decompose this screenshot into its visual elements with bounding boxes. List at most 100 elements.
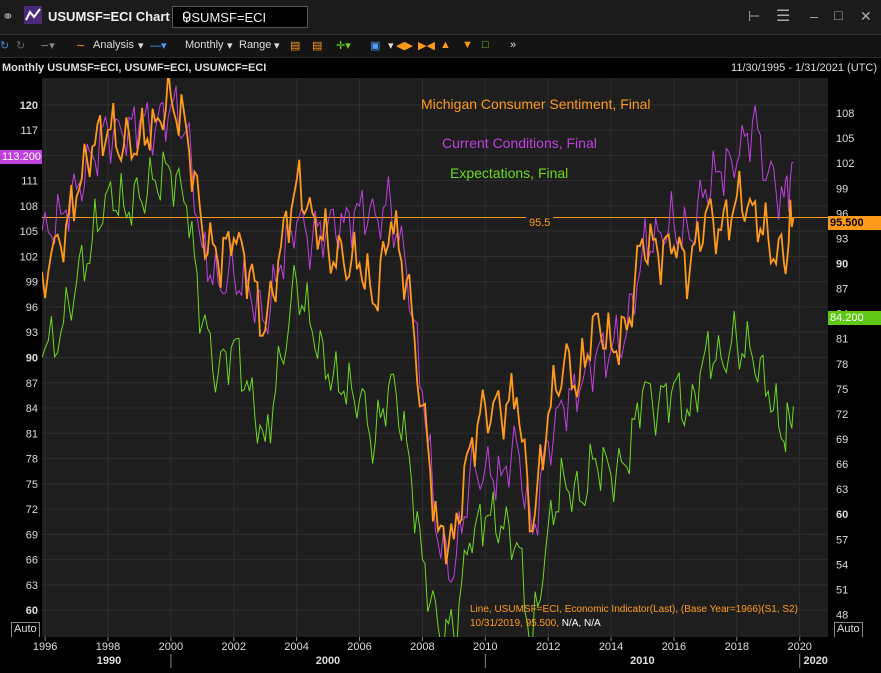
legend-sentiment: Michigan Consumer Sentiment, Final — [421, 96, 651, 112]
x-tick-label: 1996 — [33, 641, 57, 653]
right-tick-label: 54 — [836, 559, 848, 571]
info-line-1: Line, USUMSF=ECI, Economic Indicator(Las… — [470, 604, 798, 615]
legend-current: Current Conditions, Final — [442, 135, 597, 151]
right-tick-label: 57 — [836, 534, 848, 546]
left-y-axis: 1201171141111081051029996939087848178757… — [20, 100, 38, 617]
expectations-line — [41, 151, 794, 657]
x-tick-label: 2004 — [284, 641, 308, 653]
x-tick-label: 2008 — [410, 641, 434, 653]
x-decade-label: 2020 — [803, 655, 827, 667]
left-tick-label: 87 — [26, 378, 38, 390]
x-tick-label: 2006 — [347, 641, 371, 653]
right-y-axis: 1081051029996939087848178757269666360575… — [836, 108, 854, 621]
right-tick-label: 69 — [836, 434, 848, 446]
pan-right-icon[interactable]: ▶◀ — [418, 40, 435, 52]
compare-icon[interactable]: ▤ — [290, 40, 301, 52]
left-tick-label: 120 — [20, 100, 38, 112]
redo-icon[interactable]: ↻ — [16, 40, 26, 52]
right-tick-label: 87 — [836, 284, 848, 296]
chart-app-icon — [24, 6, 42, 27]
ric-search-input[interactable]: USUMSF=ECI ⚲ — [172, 6, 308, 28]
right-tick-label: 66 — [836, 459, 848, 471]
series-label: Monthly USUMSF=ECI, USUMF=ECI, USUMCF=EC… — [2, 62, 267, 74]
sentiment-last-badge: 95.500 — [828, 216, 881, 230]
right-tick-label: 78 — [836, 359, 848, 371]
left-auto-button[interactable]: Auto — [11, 622, 40, 638]
left-tick-label: 93 — [26, 327, 38, 339]
x-decade-label: 1990 — [97, 655, 121, 667]
left-tick-label: 90 — [26, 353, 38, 365]
line-type-icon[interactable]: —▾ — [150, 40, 167, 52]
more-icon[interactable]: » — [510, 39, 517, 51]
date-range: 11/30/1995 - 1/31/2021 (UTC) — [731, 62, 877, 74]
x-tick-label: 2010 — [473, 641, 497, 653]
overlay-icon[interactable]: ▤ — [312, 40, 323, 52]
select-zoom-icon[interactable]: □ — [482, 39, 489, 51]
zoom-vertical-icon[interactable]: ▲ — [440, 39, 451, 51]
x-tick-label: 2012 — [536, 641, 560, 653]
x-decade-label: 2010 — [630, 655, 654, 667]
left-tick-label: 84 — [26, 403, 38, 415]
pan-left-icon[interactable]: ◀▶ — [396, 40, 413, 52]
left-tick-label: 102 — [20, 251, 38, 263]
plot-area[interactable]: Michigan Consumer Sentiment, Final Curre… — [41, 71, 828, 657]
right-tick-label: 90 — [836, 258, 848, 270]
x-tick-label: 1998 — [96, 641, 120, 653]
right-tick-label: 81 — [836, 334, 848, 346]
x-tick-label: 2016 — [662, 641, 686, 653]
line-style-icon[interactable]: ∽▾ — [40, 40, 55, 52]
right-tick-label: 105 — [836, 133, 854, 145]
x-tick-label: 2018 — [725, 641, 749, 653]
expectations-last-badge: 84.200 — [828, 311, 881, 325]
left-tick-label: 99 — [26, 277, 38, 289]
right-auto-button[interactable]: Auto — [834, 622, 863, 638]
chevron-down-icon[interactable]: ▾ — [138, 40, 144, 52]
chart-svg[interactable] — [41, 71, 828, 657]
left-tick-label: 117 — [20, 125, 38, 137]
info-line-2: 10/31/2019, 95.500, N/A, N/A — [470, 618, 601, 629]
maximize-icon[interactable]: □ — [834, 7, 843, 23]
x-axis: 1996 1998 2000 2002 2004 2006 2008 2010 2012 2014… — [0, 637, 881, 668]
info-line-2-na: N/A, N/A — [561, 618, 601, 629]
current-conditions-line — [41, 85, 794, 584]
left-tick-label: 75 — [26, 479, 38, 491]
refresh-icon[interactable]: ↻ — [0, 40, 10, 52]
zoom-fit-icon[interactable]: ▼ — [462, 39, 473, 51]
chevron-down-icon[interactable]: ▾ — [274, 40, 280, 52]
left-tick-label: 81 — [26, 428, 38, 440]
link-icon[interactable]: ⚭ — [2, 8, 14, 24]
right-tick-label: 60 — [836, 509, 848, 521]
analysis-dropdown[interactable]: Analysis — [93, 39, 134, 51]
minimize-icon[interactable]: – — [810, 8, 818, 24]
left-tick-label: 96 — [26, 302, 38, 314]
ric-search-value[interactable]: USUMSF=ECI — [182, 10, 267, 25]
left-tick-label: 72 — [26, 504, 38, 516]
x-tick-label: 2014 — [599, 641, 623, 653]
left-tick-label: 69 — [26, 529, 38, 541]
right-tick-label: 63 — [836, 484, 848, 496]
analysis-icon[interactable]: ∼ — [76, 40, 86, 52]
export-icon[interactable]: ▣ — [370, 40, 381, 52]
right-tick-label: 75 — [836, 384, 848, 396]
right-tick-label: 99 — [836, 183, 848, 195]
chevron-down-icon[interactable]: ▾ — [388, 40, 394, 52]
right-tick-label: 72 — [836, 409, 848, 421]
x-tick-label: 2020 — [787, 641, 811, 653]
chart-subheader: Monthly USUMSF=ECI, USUMF=ECI, USUMCF=EC… — [0, 58, 881, 78]
range-dropdown[interactable]: Range — [239, 39, 272, 51]
interval-dropdown[interactable]: Monthly — [185, 39, 224, 51]
chart-toolbar: ↻ ↻ ∽▾ ∼ Analysis ▾ —▾ Monthly ▾ Range ▾… — [0, 35, 881, 58]
menu-icon[interactable]: ☰ — [776, 8, 791, 25]
title-bar: ⚭ USUMSF=ECI Chart USUMSF=ECI ⚲ ⊢ ☰ – □ … — [0, 0, 881, 35]
close-icon[interactable]: ✕ — [860, 8, 872, 24]
search-icon[interactable]: ⚲ — [182, 9, 192, 24]
x-tick-label: 2002 — [222, 641, 246, 653]
left-tick-label: 108 — [20, 201, 38, 213]
crosshair-icon[interactable]: ✛▾ — [336, 40, 351, 52]
left-tick-label: 63 — [26, 580, 38, 592]
right-tick-label: 51 — [836, 584, 848, 596]
left-tick-label: 111 — [21, 176, 38, 188]
chevron-down-icon[interactable]: ▾ — [227, 40, 233, 52]
share-icon[interactable]: ⊢ — [748, 8, 761, 24]
left-tick-label: 105 — [20, 226, 38, 238]
